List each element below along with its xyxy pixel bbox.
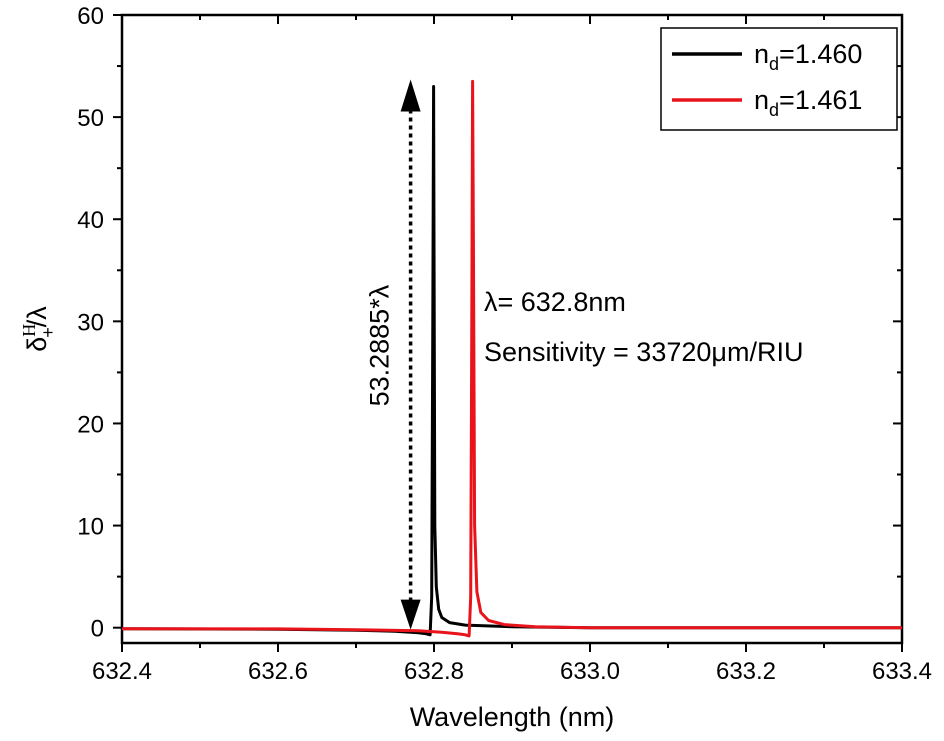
amplitude-arrow: [400, 79, 421, 630]
series-line-nd-1461: [122, 79, 902, 638]
x-axis-title: Wavelength (nm): [410, 702, 615, 732]
y-tick-label: 50: [77, 105, 104, 132]
wavelength-annotation: λ= 632.8nm: [484, 287, 626, 317]
y-tick-label: 10: [77, 514, 104, 541]
x-tick-label: 633.4: [872, 658, 932, 685]
x-tick-labels: 632.4 632.6 632.8 633.0 633.2 633.4: [92, 658, 932, 685]
x-tick-label: 633.0: [560, 658, 620, 685]
legend: nd=1.460 nd=1.461: [660, 27, 898, 131]
y-tick-label: 40: [77, 207, 104, 234]
y-tick-labels: 0 10 20 30 40 50 60: [77, 3, 104, 643]
y-axis-title: δH+/λ: [19, 306, 58, 352]
y-tick-label: 30: [77, 309, 104, 336]
legend-label-nd-1460: nd=1.460: [754, 39, 862, 74]
y-tick-label: 60: [77, 3, 104, 30]
legend-label-nd-1461: nd=1.461: [754, 85, 862, 120]
y-tick-label: 0: [91, 616, 104, 643]
arrow-down-icon: [400, 599, 421, 630]
x-tick-label: 632.4: [92, 658, 152, 685]
legend-box: [660, 27, 898, 131]
sensitivity-annotation: Sensitivity = 33720μm/RIU: [484, 337, 803, 367]
x-tick-label: 632.6: [248, 658, 308, 685]
x-tick-label: 632.8: [404, 658, 464, 685]
y-tick-label: 20: [77, 411, 104, 438]
arrow-label: 53.2885*λ: [365, 284, 395, 406]
arrow-up-icon: [400, 79, 421, 112]
x-tick-label: 633.2: [716, 658, 776, 685]
